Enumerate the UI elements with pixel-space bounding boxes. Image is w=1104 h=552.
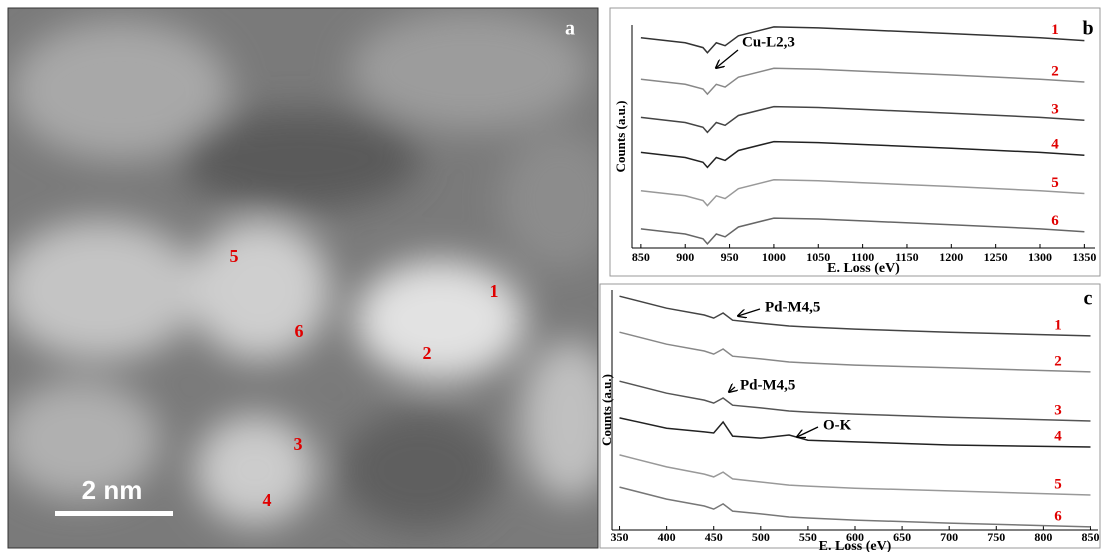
spectrum-line (640, 26, 1085, 54)
panel-label: b (1082, 18, 1093, 40)
spectrum-line (640, 179, 1085, 207)
x-tick-label: 1250 (984, 250, 1008, 264)
x-tick-label: 850 (632, 250, 650, 264)
x-axis-label: E. Loss (eV) (819, 539, 892, 552)
x-tick-label: 1000 (762, 250, 786, 264)
x-tick-label: 850 (1081, 530, 1099, 544)
x-axis-label: E. Loss (eV) (827, 261, 900, 276)
series-label: 6 (1051, 213, 1059, 229)
spectrum-line (640, 217, 1085, 246)
spectrum-line (619, 331, 1091, 373)
point-label: 2 (423, 343, 432, 363)
annotation-arrow (729, 387, 735, 392)
series-label: 6 (1054, 508, 1062, 524)
series-label: 5 (1054, 476, 1062, 492)
x-tick-label: 400 (658, 530, 676, 544)
series-label: 5 (1051, 175, 1059, 191)
panel-label: a (565, 18, 575, 40)
micrograph (8, 8, 598, 548)
x-tick-label: 1200 (939, 250, 963, 264)
x-tick-label: 450 (705, 530, 723, 544)
x-tick-label: 1300 (1028, 250, 1052, 264)
annotation-arrow (738, 308, 761, 316)
x-tick-label: 1150 (895, 250, 918, 264)
x-tick-label: 600 (846, 530, 864, 544)
y-axis-label: Counts (a.u.) (613, 101, 628, 173)
spectrum-line (619, 295, 1091, 337)
x-tick-label: 900 (676, 250, 694, 264)
x-tick-label: 350 (611, 530, 629, 544)
series-label: 1 (1054, 317, 1062, 333)
x-tick-label: 750 (987, 530, 1005, 544)
spectrum-line (619, 417, 1091, 448)
annotation-arrow (716, 49, 739, 68)
x-tick-label: 500 (752, 530, 770, 544)
annotation: Pd-M4,5 (765, 299, 820, 315)
annotation: Cu-L2,3 (742, 34, 795, 50)
x-tick-label: 800 (1034, 530, 1052, 544)
annotation: Pd-M4,5 (740, 377, 795, 393)
series-label: 2 (1051, 63, 1059, 79)
spectrum-line (640, 140, 1085, 169)
x-tick-label: 1350 (1072, 250, 1096, 264)
spectrum-line (619, 454, 1091, 496)
spectrum-line (640, 67, 1085, 96)
panel-label: c (1084, 288, 1093, 310)
series-label: 4 (1054, 428, 1062, 444)
x-tick-label: 950 (721, 250, 739, 264)
x-tick-label: 650 (893, 530, 911, 544)
y-axis-label: Counts (a.u.) (599, 374, 614, 446)
point-label: 5 (230, 246, 239, 266)
spectrum-line (640, 105, 1085, 134)
point-label: 6 (295, 321, 304, 341)
x-tick-label: 700 (940, 530, 958, 544)
spectrum-line (619, 486, 1091, 528)
scale-bar-label: 2 nm (82, 475, 143, 505)
series-label: 2 (1054, 353, 1062, 369)
x-tick-label: 1100 (851, 250, 874, 264)
point-label: 1 (490, 281, 499, 301)
annotation-arrow (797, 426, 819, 437)
point-label: 3 (294, 434, 303, 454)
series-label: 1 (1051, 22, 1059, 38)
point-label: 4 (263, 490, 272, 510)
series-label: 3 (1054, 402, 1062, 418)
x-tick-label: 550 (799, 530, 817, 544)
series-label: 3 (1051, 102, 1059, 118)
spectrum-line (619, 380, 1091, 422)
series-label: 4 (1051, 137, 1059, 153)
annotation: O-K (823, 417, 852, 433)
x-tick-label: 1050 (806, 250, 830, 264)
